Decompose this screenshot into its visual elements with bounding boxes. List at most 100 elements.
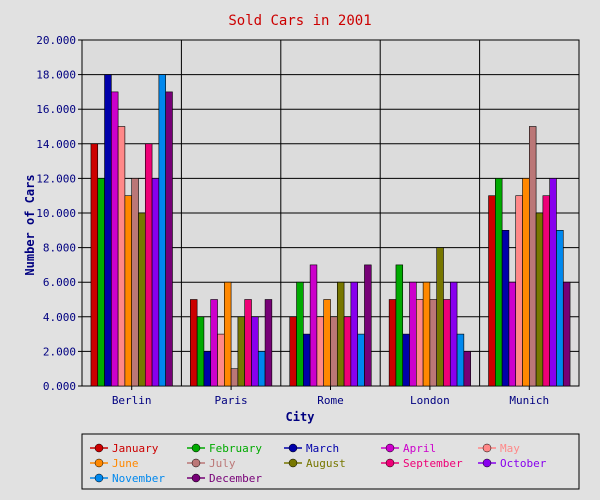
legend-item-september: September	[381, 457, 463, 470]
x-tick-label: Paris	[215, 394, 248, 407]
bar-berlin-august	[138, 212, 146, 387]
bar-rome-march	[303, 333, 311, 387]
legend-marker	[482, 458, 492, 468]
legend-item-december: December	[187, 472, 262, 485]
bar-london-march	[402, 333, 410, 387]
legend-marker	[482, 443, 492, 453]
legend-label: October	[500, 457, 547, 470]
legend-marker	[94, 473, 104, 483]
bar-munich-may	[515, 195, 523, 387]
x-axis-label: City	[286, 410, 315, 424]
legend-item-november: November	[90, 472, 165, 485]
legend-item-july: July	[187, 457, 236, 470]
bar-rome-august	[336, 281, 345, 387]
bar-berlin-october	[151, 178, 160, 387]
bar-berlin-january	[90, 143, 99, 387]
legend-marker	[94, 458, 104, 468]
bar-munich-august	[535, 212, 544, 387]
legend-label: February	[209, 442, 262, 455]
bar-paris-june	[224, 281, 232, 387]
legend-item-april: April	[381, 442, 436, 455]
legend-item-february: February	[187, 442, 262, 455]
bar-munich-june	[522, 178, 530, 387]
legend-item-march: March	[284, 442, 339, 455]
legend-item-october: October	[478, 457, 547, 470]
bar-berlin-may	[117, 126, 126, 387]
bar-paris-january	[190, 299, 198, 387]
legend-label: March	[306, 442, 339, 455]
legend-label: September	[403, 457, 463, 470]
bar-london-may	[416, 299, 424, 387]
bar-paris-december	[264, 299, 273, 387]
bar-rome-june	[323, 299, 331, 387]
bar-rome-november	[357, 333, 365, 387]
bar-berlin-june	[124, 195, 133, 387]
legend-box	[81, 433, 580, 490]
bars	[90, 74, 571, 387]
chart-title: Sold Cars in 2001	[228, 13, 371, 29]
bar-rome-february	[296, 281, 304, 387]
y-tick-label: 2.000	[43, 345, 76, 358]
legend-item-august: August	[284, 457, 346, 470]
legend-marker	[191, 458, 201, 468]
y-tick-label: 12.000	[36, 172, 76, 185]
bar-rome-december	[364, 264, 372, 387]
bar-london-july	[429, 299, 437, 387]
bar-paris-november	[257, 351, 266, 387]
bar-london-october	[449, 281, 458, 387]
legend-marker	[94, 443, 104, 453]
legend-label: April	[403, 442, 436, 455]
legend-label: December	[209, 472, 262, 485]
bar-london-february	[395, 264, 404, 387]
legend-marker	[191, 443, 201, 453]
x-tick-label: London	[410, 394, 450, 407]
legend: January February March April May June July Augu…	[90, 442, 547, 485]
legend-marker	[288, 458, 298, 468]
y-tick-label: 10.000	[36, 207, 76, 220]
bar-berlin-july	[131, 178, 139, 387]
bar-munich-march	[501, 230, 510, 387]
bar-berlin-december	[165, 91, 173, 387]
bar-munich-february	[495, 178, 503, 387]
y-tick-label: 16.000	[36, 103, 76, 116]
legend-item-january: January	[90, 442, 159, 455]
bar-munich-september	[542, 195, 550, 387]
bar-munich-november	[556, 230, 564, 387]
bar-london-december	[463, 351, 471, 387]
bar-paris-august	[237, 316, 245, 387]
bar-london-november	[456, 333, 465, 387]
legend-label: August	[306, 457, 346, 470]
bar-paris-february	[196, 316, 205, 387]
bar-berlin-november	[158, 74, 166, 387]
bar-paris-july	[230, 368, 239, 387]
bar-berlin-february	[97, 178, 105, 387]
y-tick-label: 18.000	[36, 69, 76, 82]
x-tick-label: Rome	[317, 394, 344, 407]
bar-munich-october	[549, 178, 557, 387]
legend-marker	[385, 458, 395, 468]
legend-item-may: May	[478, 442, 520, 455]
bar-paris-march	[203, 351, 212, 387]
legend-label: November	[112, 472, 165, 485]
x-tick-labels: Berlin Paris Rome London Munich	[112, 386, 549, 407]
bar-paris-october	[251, 316, 259, 387]
bar-rome-october	[350, 281, 358, 387]
y-tick-label: 4.000	[43, 311, 76, 324]
legend-marker	[191, 473, 201, 483]
x-tick-label: Munich	[509, 394, 549, 407]
bar-london-june	[422, 281, 431, 387]
bar-berlin-september	[144, 143, 153, 387]
legend-item-june: June	[90, 457, 139, 470]
legend-marker	[385, 443, 395, 453]
bar-rome-september	[343, 316, 352, 387]
bar-london-september	[443, 299, 451, 387]
bar-munich-july	[528, 126, 537, 387]
bar-paris-may	[217, 333, 225, 387]
bar-rome-july	[330, 316, 338, 387]
y-tick-label: 0.000	[43, 380, 76, 393]
bar-munich-january	[488, 195, 496, 387]
bar-rome-january	[289, 316, 297, 387]
bar-paris-april	[210, 299, 218, 387]
bar-rome-april	[309, 264, 318, 387]
